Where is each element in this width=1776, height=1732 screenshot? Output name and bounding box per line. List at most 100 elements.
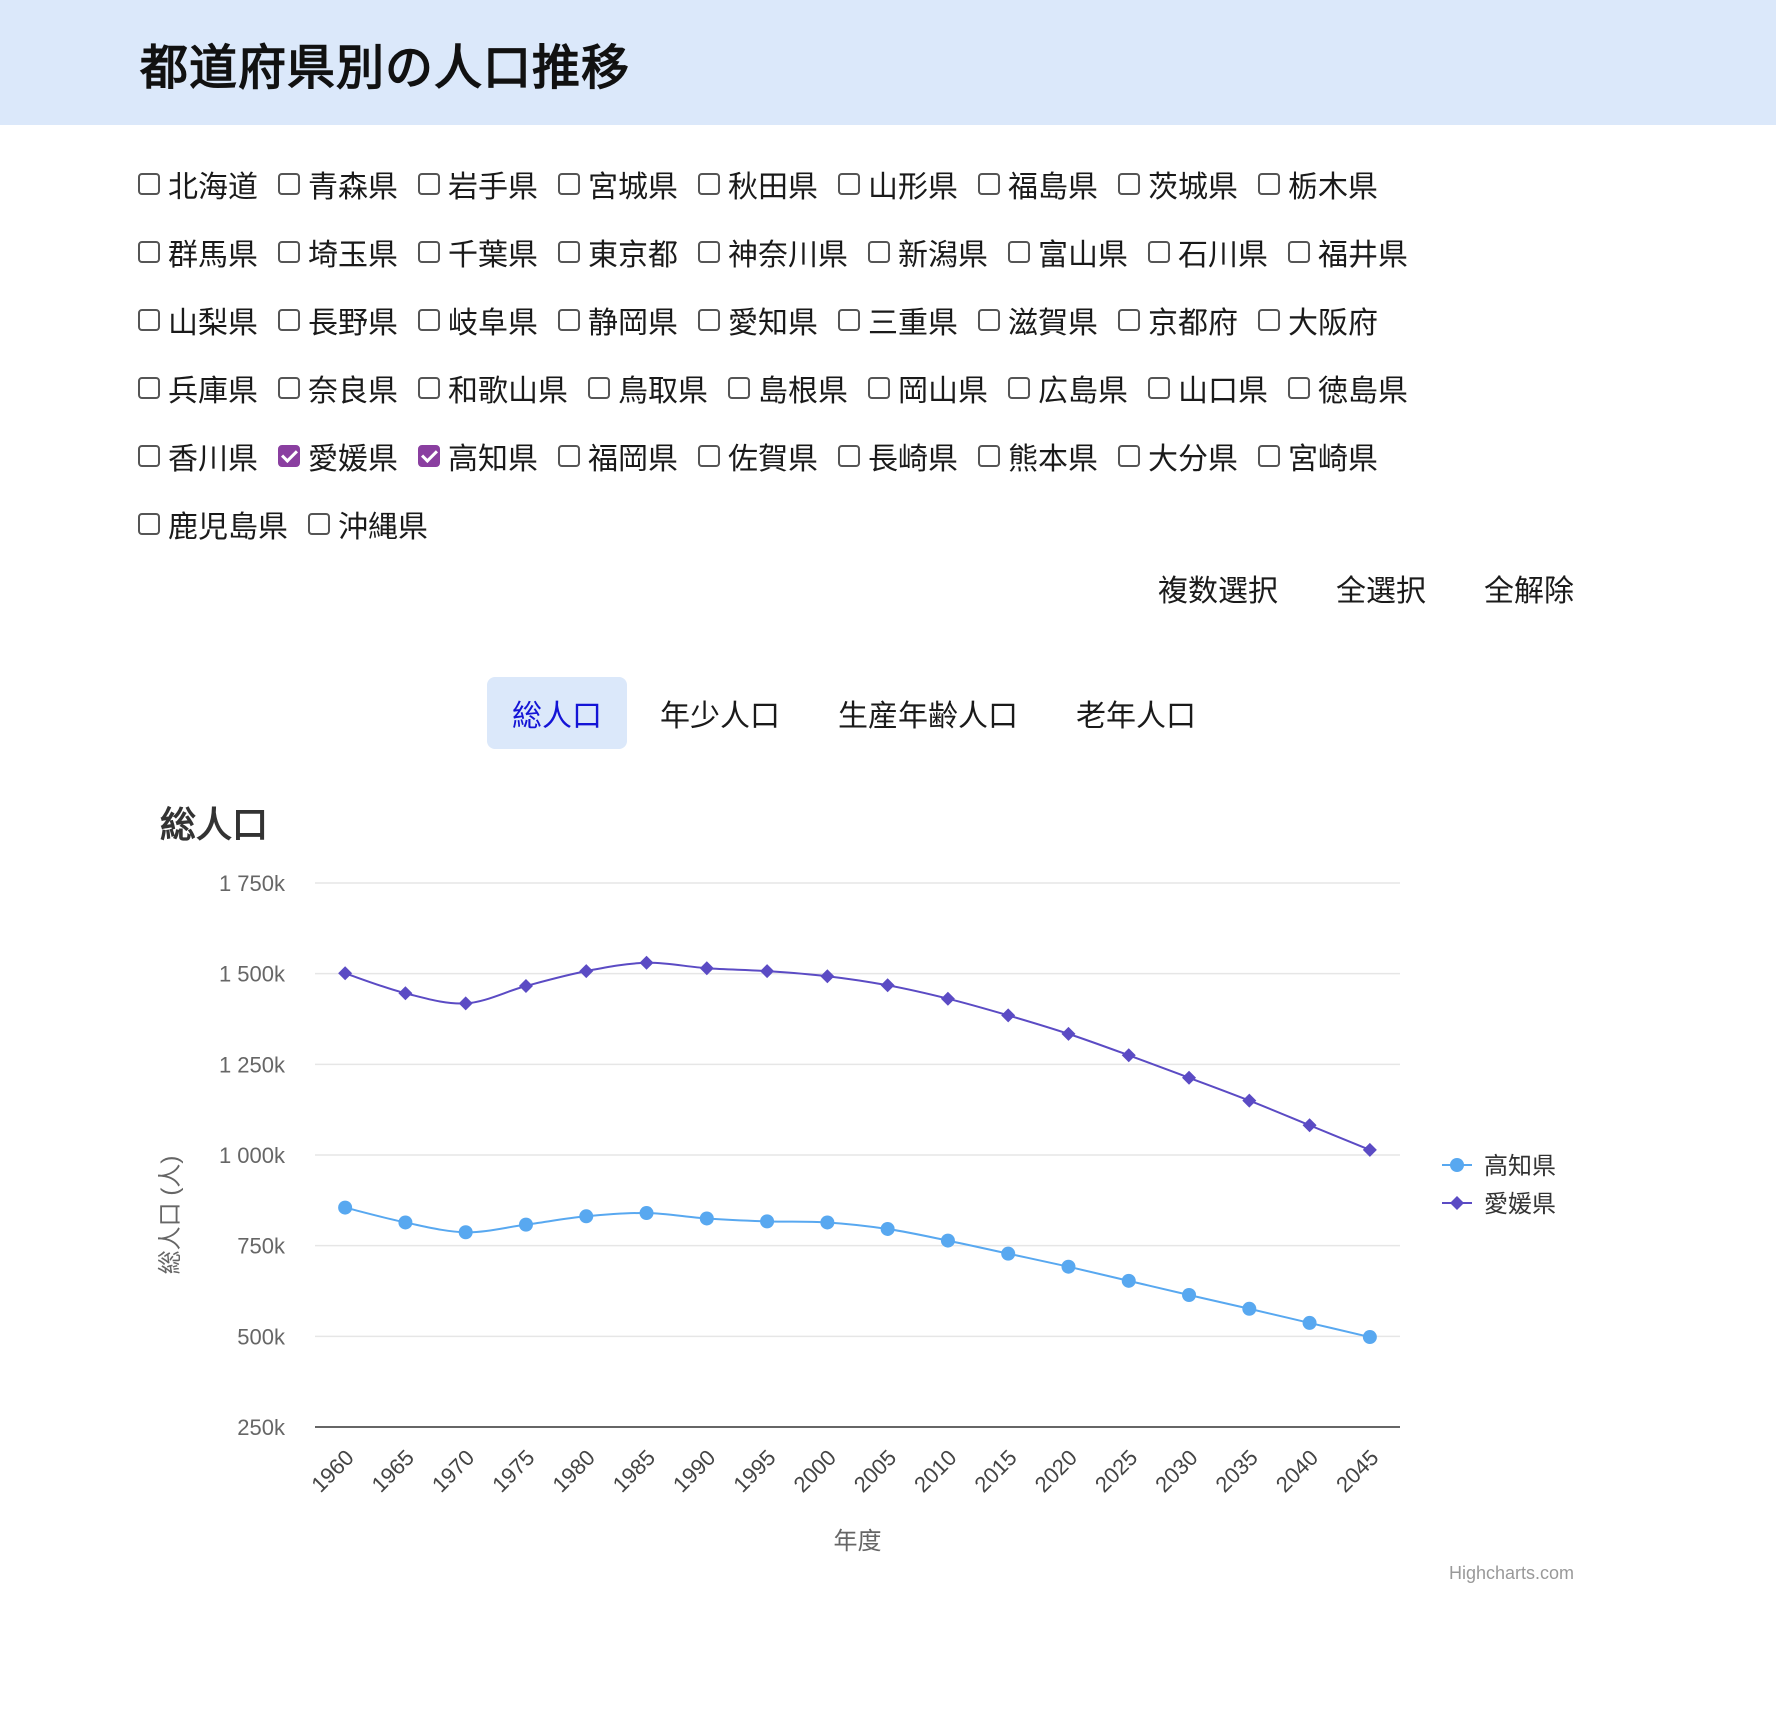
prefecture-option[interactable]: 香川県 <box>138 434 258 478</box>
prefecture-option[interactable]: 岐阜県 <box>418 298 538 342</box>
prefecture-checkbox[interactable] <box>278 241 300 263</box>
prefecture-checkbox[interactable] <box>138 241 160 263</box>
prefecture-checkbox[interactable] <box>868 241 890 263</box>
prefecture-checkbox[interactable] <box>558 445 580 467</box>
prefecture-option[interactable]: 徳島県 <box>1288 366 1408 410</box>
prefecture-checkbox[interactable] <box>138 173 160 195</box>
prefecture-checkbox[interactable] <box>698 241 720 263</box>
prefecture-option[interactable]: 石川県 <box>1148 230 1268 274</box>
prefecture-option[interactable]: 沖縄県 <box>308 502 428 546</box>
deselect-all-button[interactable]: 全解除 <box>1484 574 1574 609</box>
prefecture-option[interactable]: 福井県 <box>1288 230 1408 274</box>
prefecture-option[interactable]: 山口県 <box>1148 366 1268 410</box>
prefecture-checkbox[interactable] <box>1288 241 1310 263</box>
prefecture-option[interactable]: 新潟県 <box>868 230 988 274</box>
prefecture-checkbox[interactable] <box>728 377 750 399</box>
prefecture-checkbox[interactable] <box>138 513 160 535</box>
prefecture-option[interactable]: 大阪府 <box>1258 298 1378 342</box>
prefecture-option[interactable]: 福岡県 <box>558 434 678 478</box>
prefecture-option[interactable]: 静岡県 <box>558 298 678 342</box>
prefecture-option[interactable]: 東京都 <box>558 230 678 274</box>
prefecture-option[interactable]: 宮城県 <box>558 162 678 206</box>
multi-select-button[interactable]: 複数選択 <box>1158 574 1278 609</box>
prefecture-option[interactable]: 岡山県 <box>868 366 988 410</box>
prefecture-option[interactable]: 岩手県 <box>418 162 538 206</box>
prefecture-checkbox[interactable] <box>1118 445 1140 467</box>
prefecture-checkbox[interactable] <box>978 309 1000 331</box>
tab-0[interactable]: 総人口 <box>487 677 627 749</box>
prefecture-option[interactable]: 長崎県 <box>838 434 958 478</box>
prefecture-checkbox[interactable] <box>278 173 300 195</box>
prefecture-checkbox[interactable] <box>1258 309 1280 331</box>
prefecture-option[interactable]: 山梨県 <box>138 298 258 342</box>
tab-2[interactable]: 生産年齢人口 <box>838 699 1018 734</box>
prefecture-option[interactable]: 山形県 <box>838 162 958 206</box>
prefecture-option[interactable]: 栃木県 <box>1258 162 1378 206</box>
prefecture-option[interactable]: 愛媛県 <box>278 434 398 478</box>
prefecture-checkbox[interactable] <box>278 445 300 467</box>
prefecture-option[interactable]: 茨城県 <box>1118 162 1238 206</box>
prefecture-option[interactable]: 兵庫県 <box>138 366 258 410</box>
prefecture-option[interactable]: 広島県 <box>1008 366 1128 410</box>
prefecture-option[interactable]: 神奈川県 <box>698 230 848 274</box>
prefecture-checkbox[interactable] <box>978 445 1000 467</box>
prefecture-checkbox[interactable] <box>1258 173 1280 195</box>
prefecture-option[interactable]: 千葉県 <box>418 230 538 274</box>
prefecture-checkbox[interactable] <box>1118 309 1140 331</box>
prefecture-option[interactable]: 高知県 <box>418 434 538 478</box>
prefecture-option[interactable]: 埼玉県 <box>278 230 398 274</box>
prefecture-option[interactable]: 三重県 <box>838 298 958 342</box>
prefecture-option[interactable]: 長野県 <box>278 298 398 342</box>
prefecture-option[interactable]: 島根県 <box>728 366 848 410</box>
prefecture-checkbox[interactable] <box>418 241 440 263</box>
prefecture-checkbox[interactable] <box>838 445 860 467</box>
prefecture-checkbox[interactable] <box>138 445 160 467</box>
prefecture-checkbox[interactable] <box>418 173 440 195</box>
prefecture-checkbox[interactable] <box>698 309 720 331</box>
prefecture-checkbox[interactable] <box>978 173 1000 195</box>
prefecture-option[interactable]: 佐賀県 <box>698 434 818 478</box>
prefecture-option[interactable]: 青森県 <box>278 162 398 206</box>
prefecture-checkbox[interactable] <box>868 377 890 399</box>
prefecture-option[interactable]: 熊本県 <box>978 434 1098 478</box>
prefecture-checkbox[interactable] <box>418 445 440 467</box>
prefecture-option[interactable]: 奈良県 <box>278 366 398 410</box>
tab-1[interactable]: 年少人口 <box>660 699 780 734</box>
prefecture-option[interactable]: 北海道 <box>138 162 258 206</box>
select-all-button[interactable]: 全選択 <box>1336 574 1426 609</box>
prefecture-option[interactable]: 群馬県 <box>138 230 258 274</box>
prefecture-checkbox[interactable] <box>138 309 160 331</box>
prefecture-checkbox[interactable] <box>308 513 330 535</box>
prefecture-checkbox[interactable] <box>558 309 580 331</box>
prefecture-checkbox[interactable] <box>1008 241 1030 263</box>
prefecture-checkbox[interactable] <box>278 377 300 399</box>
prefecture-option[interactable]: 鳥取県 <box>588 366 708 410</box>
prefecture-checkbox[interactable] <box>698 173 720 195</box>
prefecture-checkbox[interactable] <box>418 377 440 399</box>
prefecture-checkbox[interactable] <box>1148 241 1170 263</box>
prefecture-option[interactable]: 秋田県 <box>698 162 818 206</box>
prefecture-option[interactable]: 宮崎県 <box>1258 434 1378 478</box>
prefecture-option[interactable]: 和歌山県 <box>418 366 568 410</box>
prefecture-option[interactable]: 愛知県 <box>698 298 818 342</box>
prefecture-checkbox[interactable] <box>1258 445 1280 467</box>
prefecture-option[interactable]: 鹿児島県 <box>138 502 288 546</box>
prefecture-option[interactable]: 富山県 <box>1008 230 1128 274</box>
prefecture-option[interactable]: 京都府 <box>1118 298 1238 342</box>
prefecture-checkbox[interactable] <box>138 377 160 399</box>
prefecture-option[interactable]: 滋賀県 <box>978 298 1098 342</box>
prefecture-checkbox[interactable] <box>558 241 580 263</box>
prefecture-checkbox[interactable] <box>838 173 860 195</box>
prefecture-checkbox[interactable] <box>1118 173 1140 195</box>
prefecture-checkbox[interactable] <box>278 309 300 331</box>
prefecture-checkbox[interactable] <box>1008 377 1030 399</box>
prefecture-checkbox[interactable] <box>588 377 610 399</box>
prefecture-checkbox[interactable] <box>1288 377 1310 399</box>
prefecture-checkbox[interactable] <box>698 445 720 467</box>
prefecture-checkbox[interactable] <box>838 309 860 331</box>
prefecture-option[interactable]: 福島県 <box>978 162 1098 206</box>
prefecture-checkbox[interactable] <box>558 173 580 195</box>
prefecture-checkbox[interactable] <box>1148 377 1170 399</box>
prefecture-option[interactable]: 大分県 <box>1118 434 1238 478</box>
prefecture-checkbox[interactable] <box>418 309 440 331</box>
